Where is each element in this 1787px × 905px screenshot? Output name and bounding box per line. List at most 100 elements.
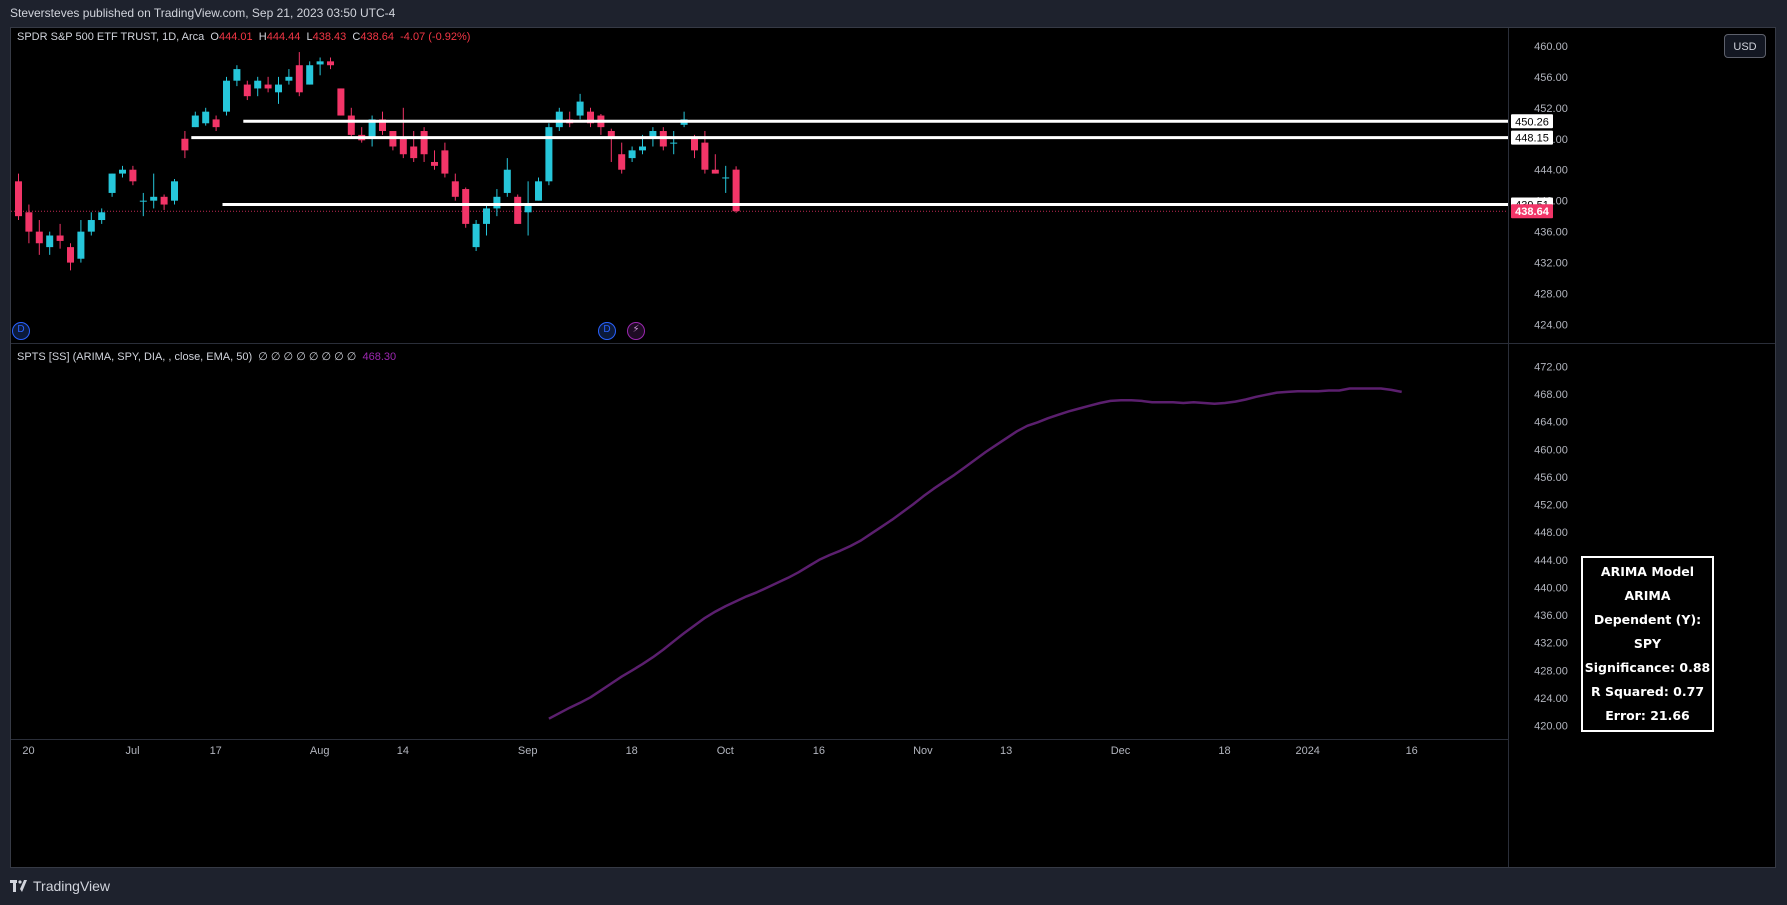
candle [711, 169, 719, 174]
indicator-tick-label: 448.00 [1534, 527, 1568, 539]
candle [639, 146, 646, 151]
candle [722, 177, 730, 179]
candle [691, 138, 698, 151]
low-label: L [306, 31, 313, 43]
lightning-icon[interactable]: ⚡ [627, 322, 645, 340]
low-value: 438.43 [312, 31, 347, 43]
price-tick-label: 432.00 [1534, 258, 1568, 270]
candle [191, 115, 199, 128]
candle [171, 181, 178, 201]
arima-stats-table: ARIMA Model ARIMA Dependent (Y): SPY Sig… [1581, 556, 1714, 732]
indicator-tick-label: 468.00 [1534, 389, 1568, 401]
candle [514, 196, 522, 224]
candle [618, 154, 626, 170]
candle [67, 247, 74, 263]
candle [555, 111, 563, 128]
candle [87, 220, 95, 232]
candle [25, 212, 33, 232]
candle [233, 69, 241, 81]
time-tick-label: Oct [717, 745, 734, 757]
high-value: 444.44 [266, 31, 301, 43]
indicator-value: 468.30 [362, 351, 397, 363]
tradingview-logo[interactable]: TradingView [10, 868, 110, 904]
candle [139, 200, 147, 202]
time-tick-label: 18 [1218, 745, 1230, 757]
indicator-tick-label: 440.00 [1534, 582, 1568, 594]
table-row: Significance: 0.88 [1584, 660, 1711, 675]
candle [472, 223, 480, 248]
indicator-legend: SPTS [SS] (ARIMA, SPY, DIA, , close, EMA… [17, 350, 396, 363]
level-price-tag [1511, 130, 1553, 145]
candle [316, 61, 324, 65]
candle [701, 142, 709, 170]
indicator-title[interactable]: SPTS [SS] (ARIMA, SPY, DIA, , close, EMA… [17, 351, 253, 363]
candle [535, 181, 542, 201]
candle [576, 101, 584, 116]
indicator-tick-label: 464.00 [1534, 417, 1568, 429]
table-row: Dependent (Y): SPY [1593, 612, 1702, 651]
candle [285, 76, 293, 81]
time-tick-label: 18 [626, 745, 638, 757]
close-label: C [352, 31, 361, 43]
candle [295, 65, 303, 93]
indicator-tick-label: 436.00 [1534, 610, 1568, 622]
time-tick-label: 16 [1406, 745, 1418, 757]
time-tick-label: 13 [1000, 745, 1012, 757]
table-row: ARIMA Model ARIMA [1600, 564, 1695, 603]
currency-button[interactable]: USD [1724, 34, 1766, 58]
candle [306, 65, 314, 85]
candle [368, 119, 376, 139]
candle [35, 231, 43, 244]
price-tick-label: 456.00 [1534, 72, 1568, 84]
symbol-title[interactable]: SPDR S&P 500 ETF TRUST, 1D, Arca [17, 31, 205, 43]
candle [607, 131, 615, 139]
candle [587, 111, 594, 124]
candle [264, 84, 272, 89]
candle [462, 189, 470, 224]
close-value: 438.64 [360, 31, 394, 43]
indicator-tick-label: 428.00 [1534, 665, 1568, 677]
indicator-tick-label: 460.00 [1534, 444, 1568, 456]
candle [15, 181, 22, 217]
publisher-line: Steversteves published on TradingView.co… [10, 6, 396, 20]
dividend-icon[interactable]: D [12, 322, 30, 340]
table-row: Error: 21.66 [1605, 708, 1690, 723]
time-tick-label: 17 [210, 745, 222, 757]
candle [337, 88, 345, 116]
candle [524, 204, 532, 213]
candle [119, 169, 126, 174]
candle [399, 138, 407, 155]
candle [46, 235, 54, 248]
chart-canvas[interactable]: 424.00 428.00 432.00 436.00 440.00 444.00 448.… [11, 28, 1775, 867]
indicator-tick-label: 444.00 [1534, 555, 1568, 567]
indicator-tick-label: 452.00 [1534, 500, 1568, 512]
time-tick-label: 16 [813, 745, 825, 757]
candle [150, 196, 158, 201]
table-row: R Squared: 0.77 [1590, 684, 1705, 699]
dividend-icon[interactable]: D [598, 322, 616, 340]
indicator-placeholders: ∅ ∅ ∅ ∅ ∅ ∅ ∅ ∅ [258, 351, 357, 363]
candle [243, 84, 251, 97]
time-tick-label: 20 [22, 745, 34, 757]
price-tick-label: 436.00 [1534, 227, 1568, 239]
level-price-label: 450.26 [1515, 116, 1549, 128]
time-tick-label: Dec [1111, 745, 1131, 757]
candle [77, 231, 85, 259]
indicator-tick-label: 420.00 [1534, 721, 1568, 733]
price-tick-label: 460.00 [1534, 41, 1568, 53]
candle [420, 131, 428, 155]
price-tick-label: 428.00 [1534, 289, 1568, 301]
time-tick-label: 14 [397, 745, 409, 757]
change-value: -4.07 (-0.92%) [400, 31, 471, 43]
chart-frame[interactable]: 424.00 428.00 432.00 436.00 440.00 444.00 448.… [10, 27, 1776, 868]
candle [98, 212, 106, 221]
main-legend: SPDR S&P 500 ETF TRUST, 1D, Arca O444.01… [17, 31, 470, 43]
open-label: O [210, 31, 219, 43]
brand-name: TradingView [33, 878, 111, 894]
candle [254, 80, 262, 89]
candle [670, 142, 678, 144]
candle [181, 138, 189, 151]
time-tick-label: 2024 [1295, 745, 1319, 757]
time-tick-label: Sep [518, 745, 538, 757]
candle [223, 80, 230, 112]
